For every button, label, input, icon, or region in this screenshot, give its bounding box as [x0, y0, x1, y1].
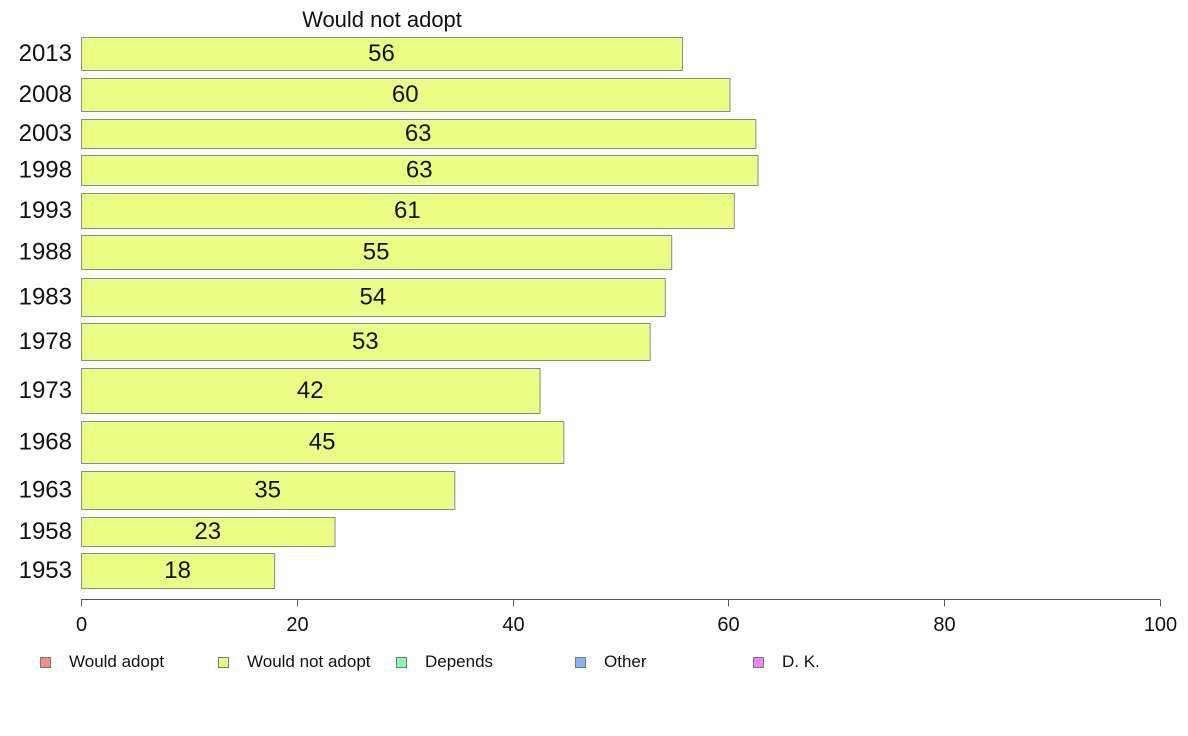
bar-1983 [81, 278, 666, 317]
legend-label: D. K. [782, 652, 820, 671]
bar-1958 [81, 517, 336, 547]
x-tick-label-100: 100 [1144, 614, 1177, 636]
bar-2008 [81, 78, 731, 112]
bar-2003 [81, 119, 757, 149]
legend-swatch [753, 656, 764, 668]
legend-item-dk: D. K. [753, 652, 820, 672]
bar-value-label-1968: 45 [309, 429, 336, 456]
bar-value-label-1993: 61 [394, 197, 421, 224]
bar-1998 [81, 155, 759, 186]
bar-value-label-2003: 63 [405, 120, 432, 147]
x-tick-label-20: 20 [286, 614, 308, 636]
bar-value-label-2008: 60 [392, 81, 419, 108]
bar-1953 [81, 553, 276, 589]
bar-value-label-1988: 55 [363, 239, 390, 266]
year-label-1953: 1953 [19, 557, 72, 584]
year-label-1973: 1973 [19, 377, 72, 404]
bar-1988 [81, 235, 673, 270]
bar-value-label-2013: 56 [368, 40, 395, 67]
bar-2013 [81, 37, 684, 71]
bar-1963 [81, 471, 456, 510]
legend-item-depends: Depends [396, 652, 493, 672]
legend-item-would-not-adopt: Would not adopt [218, 652, 371, 672]
legend-swatch [40, 656, 51, 668]
legend-label: Would adopt [69, 652, 165, 671]
bar-value-label-1983: 54 [360, 284, 387, 311]
bar-value-label-1978: 53 [352, 328, 379, 355]
year-label-1963: 1963 [19, 477, 72, 504]
chart-title: Would not adopt [302, 7, 462, 32]
year-label-2008: 2008 [19, 81, 72, 108]
year-label-1993: 1993 [19, 197, 72, 224]
bar-1968 [81, 421, 565, 464]
bar-1993 [81, 193, 735, 229]
bar-value-label-1973: 42 [297, 377, 324, 404]
year-label-1988: 1988 [19, 239, 72, 266]
year-label-1978: 1978 [19, 328, 72, 355]
x-tick-label-60: 60 [717, 614, 739, 636]
legend-label: Depends [425, 652, 494, 671]
bars-layer: 2013 56 2008 60 2003 63 1998 63 1993 61 1988 55 1983… [19, 37, 759, 589]
legend-swatch [575, 656, 586, 668]
year-label-1998: 1998 [19, 157, 72, 184]
year-label-1968: 1968 [19, 429, 72, 456]
year-label-1958: 1958 [19, 518, 72, 545]
year-label-1983: 1983 [19, 284, 72, 311]
bar-value-label-1958: 23 [194, 518, 221, 545]
bar-value-label-1953: 18 [164, 557, 191, 584]
x-tick-label-80: 80 [933, 614, 955, 636]
bar-value-label-1963: 35 [254, 477, 281, 504]
x-tick-label-40: 40 [502, 614, 524, 636]
legend-swatch [396, 656, 407, 668]
bar-value-label-1998: 63 [406, 157, 433, 184]
year-label-2013: 2013 [19, 40, 72, 67]
year-label-2003: 2003 [19, 120, 72, 147]
legend-item-would-adopt: Would adopt [40, 652, 164, 672]
bar-1973 [81, 368, 541, 414]
legend-item-other: Other [575, 652, 647, 672]
bar-1978 [81, 323, 651, 361]
x-axis: 0 20 40 60 80 100 [76, 599, 1177, 636]
legend-swatch [218, 656, 229, 668]
legend-label: Other [604, 652, 647, 671]
legend-label: Would not adopt [247, 652, 371, 671]
x-tick-label-0: 0 [76, 614, 87, 636]
